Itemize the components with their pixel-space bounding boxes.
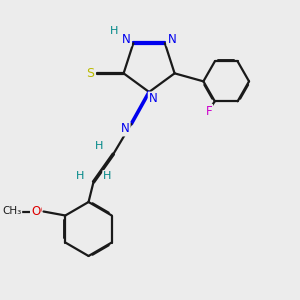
Text: H: H xyxy=(95,141,104,151)
Text: F: F xyxy=(206,105,212,118)
Text: methoxy: methoxy xyxy=(11,210,17,211)
Text: H: H xyxy=(75,171,84,181)
Text: S: S xyxy=(86,67,94,80)
Text: O: O xyxy=(31,205,40,218)
Text: N: N xyxy=(121,122,130,136)
Text: N: N xyxy=(149,92,158,106)
Text: O: O xyxy=(32,204,41,217)
Text: H: H xyxy=(110,26,119,36)
Text: N: N xyxy=(122,33,131,46)
Text: H: H xyxy=(103,171,112,181)
Text: N: N xyxy=(167,33,176,46)
Text: CH₃: CH₃ xyxy=(2,206,21,217)
